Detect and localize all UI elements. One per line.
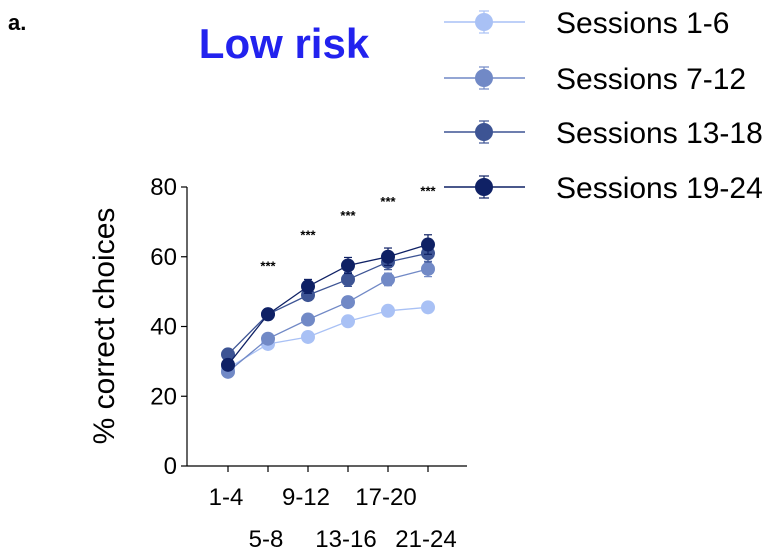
legend-label: Sessions 7-12 (556, 63, 746, 96)
x-tick-label: 5-8 (249, 526, 284, 553)
legend-label: Sessions 19-24 (556, 172, 763, 205)
axes: % correct choices (88, 187, 467, 467)
data-point (221, 357, 235, 372)
data-point (421, 237, 435, 252)
x-ticks: 1-45-8 9-12 13-16 17-20 21-24 (209, 466, 457, 553)
series-line (227, 306, 429, 369)
significance-marker: *** (300, 227, 316, 242)
legend-item: Sessions 19-24 (444, 172, 763, 205)
legend-label: Sessions 13-18 (556, 117, 763, 150)
x-tick-label: 1-4 (209, 484, 244, 511)
annotations: *** *** *** *** *** (260, 184, 436, 274)
legend-marker (475, 123, 493, 141)
series-3 (221, 243, 435, 362)
data-point (421, 261, 435, 276)
series-2 (221, 260, 435, 379)
chart-title: Low risk (199, 20, 370, 67)
series-group (221, 234, 435, 379)
data-point (341, 258, 355, 273)
y-ticks: 0 20 40 60 80 (150, 174, 187, 480)
y-tick-label: 20 (150, 383, 177, 410)
significance-marker: *** (340, 208, 356, 223)
significance-marker: *** (380, 194, 396, 209)
data-point (301, 329, 315, 344)
data-point (421, 300, 435, 315)
significance-marker: *** (420, 184, 436, 199)
y-axis-label: % correct choices (88, 208, 121, 445)
data-point (221, 347, 235, 362)
legend-item: Sessions 1-6 (444, 7, 729, 40)
legend-item: Sessions 7-12 (444, 63, 746, 96)
series-4 (221, 234, 435, 372)
x-tick-label: 17-20 (355, 484, 416, 511)
data-point (341, 272, 355, 287)
series-line (227, 268, 429, 373)
data-point (381, 249, 395, 264)
legend-label: Sessions 1-6 (556, 7, 729, 40)
significance-marker: *** (260, 259, 276, 274)
legend-marker (475, 178, 493, 196)
y-tick-label: 0 (164, 453, 177, 480)
data-point (261, 331, 275, 346)
y-tick-label: 60 (150, 244, 177, 271)
data-point (381, 303, 395, 318)
data-point (341, 314, 355, 329)
x-tick-label: 21-24 (395, 526, 456, 553)
series-1 (221, 300, 435, 376)
y-tick-label: 80 (150, 174, 177, 201)
series-line (227, 252, 429, 355)
x-tick-label: 13-16 (315, 526, 376, 553)
legend: Sessions 1-6 Sessions 7-12 Sessions 13-18 S… (444, 7, 763, 205)
legend-marker (475, 13, 493, 31)
legend-marker (475, 69, 493, 87)
legend-item: Sessions 13-18 (444, 117, 763, 150)
data-point (301, 312, 315, 327)
data-point (261, 307, 275, 322)
data-point (301, 279, 315, 294)
data-point (381, 272, 395, 287)
y-tick-label: 40 (150, 314, 177, 341)
data-point (341, 295, 355, 310)
x-tick-label: 9-12 (282, 484, 330, 511)
panel-label: a. (8, 10, 26, 35)
